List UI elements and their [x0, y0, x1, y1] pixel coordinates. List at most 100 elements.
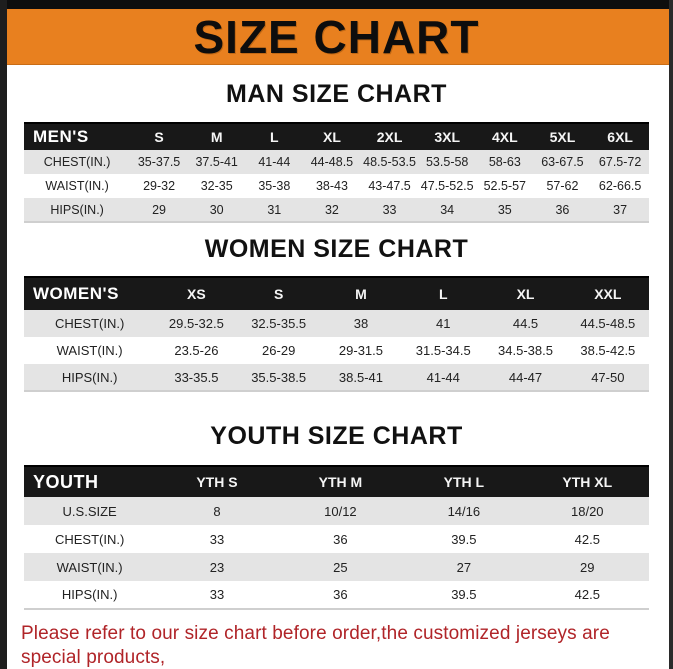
size-column-header: M	[210, 129, 223, 145]
size-value-cell: 33	[382, 202, 397, 217]
size-column-header: 5XL	[549, 129, 576, 145]
size-value-cell: 41-44	[258, 155, 291, 169]
size-value-cell: 53.5-58	[425, 155, 469, 169]
content-area: MAN SIZE CHART MEN'S S M L XL 2XL 3XL 4XL 5XL 6XL…	[0, 80, 673, 610]
measurement-row: U.S.SIZE 8 10/12 14/16 18/20	[24, 497, 649, 525]
youth-size-table: YOUTH YTH S YTH M YTH L YTH XL U.S.SIZE 8 10/12…	[24, 465, 649, 610]
size-value-cell: 44-47	[508, 369, 543, 385]
size-value-cell: 31.5-34.5	[415, 343, 471, 358]
man-size-chart-heading: MAN SIZE CHART	[226, 80, 447, 108]
size-value-cell: 47-50	[591, 369, 625, 385]
size-value-cell: 37	[613, 202, 628, 217]
measurement-row: HIPS(IN.) 33 36 39.5 42.5	[24, 581, 649, 609]
measurement-row-label: WAIST(IN.)	[45, 179, 109, 193]
size-value-cell: 36	[555, 202, 570, 217]
size-column-header: 3XL	[434, 129, 461, 145]
size-value-cell: 44.5-48.5	[580, 316, 636, 331]
size-value-cell: 44-48.5	[310, 155, 354, 169]
size-column-header: S	[154, 129, 164, 145]
measurement-row-label: CHEST(IN.)	[54, 531, 125, 547]
right-edge-border	[669, 0, 673, 669]
size-value-cell: 58-63	[488, 155, 521, 169]
size-value-cell: 52.5-57	[483, 179, 527, 193]
size-value-cell: 35	[497, 202, 512, 217]
size-column-header: XL	[516, 286, 535, 302]
size-header-row: MEN'S S M L XL 2XL 3XL 4XL 5XL 6XL	[24, 123, 649, 150]
size-value-cell: 38.5-42.5	[580, 343, 636, 358]
size-value-cell: 8	[213, 503, 221, 519]
size-value-cell: 38	[353, 316, 369, 331]
measurement-row-label: HIPS(IN.)	[61, 587, 118, 602]
measurement-row: WAIST(IN.) 23.5-26 26-29 29-31.5 31.5-34.5 34…	[24, 337, 649, 364]
size-column-header: XL	[322, 129, 341, 145]
size-header-row: WOMEN'S XS S M L XL XXL	[24, 277, 649, 310]
size-value-cell: 57-62	[546, 179, 579, 193]
size-value-cell: 26-29	[262, 343, 296, 358]
size-value-cell: 47.5-52.5	[420, 179, 474, 193]
size-column-header: YTH XL	[562, 474, 613, 490]
size-value-cell: 33	[209, 531, 225, 547]
size-value-cell: 35.5-38.5	[251, 369, 307, 385]
size-value-cell: 35-38	[258, 179, 291, 193]
table-corner-label: MEN'S	[33, 127, 89, 146]
size-value-cell: 29	[152, 202, 167, 217]
size-value-cell: 39.5	[451, 587, 477, 602]
size-value-cell: 23	[209, 559, 225, 575]
measurement-row: HIPS(IN.) 33-35.5 35.5-38.5 38.5-41 41-44 44-…	[24, 364, 649, 391]
size-value-cell: 33-35.5	[174, 369, 219, 385]
size-value-cell: 42.5	[574, 587, 600, 602]
measurement-row: HIPS(IN.) 29 30 31 32 33 34 35 36 37	[24, 198, 649, 222]
size-value-cell: 27	[456, 559, 472, 575]
size-value-cell: 10/12	[324, 503, 357, 519]
measurement-row: WAIST(IN.) 29-32 32-35 35-38 38-43 43-47.5 47.…	[24, 174, 649, 198]
size-column-header: L	[438, 286, 448, 302]
size-value-cell: 42.5	[574, 531, 600, 547]
size-column-header: L	[270, 129, 279, 145]
measurement-row: CHEST(IN.) 35-37.5 37.5-41 41-44 44-48.5 48.5…	[24, 150, 649, 174]
disclaimer-line-1: Please refer to our size chart before or…	[21, 623, 610, 669]
size-value-cell: 30	[209, 202, 224, 217]
size-value-cell: 37.5-41	[195, 155, 238, 169]
size-value-cell: 29-32	[143, 179, 176, 193]
table-corner-label: WOMEN'S	[33, 284, 119, 303]
size-column-header: YTH S	[196, 474, 238, 490]
youth-size-chart-heading: YOUTH SIZE CHART	[210, 422, 463, 450]
measurement-row: CHEST(IN.) 33 36 39.5 42.5	[24, 525, 649, 553]
size-value-cell: 44.5	[512, 316, 539, 331]
man-size-table: MEN'S S M L XL 2XL 3XL 4XL 5XL 6XL CHEST(IN.) 35-37…	[24, 122, 649, 223]
size-column-header: XXL	[594, 286, 622, 302]
size-value-cell: 32	[324, 202, 339, 217]
women-size-table: WOMEN'S XS S M L XL XXL CHEST(IN.) 29.5-32.5 32.5…	[24, 276, 649, 392]
size-value-cell: 63-67.5	[541, 155, 584, 169]
size-value-cell: 36	[333, 531, 348, 547]
page-title: SIZE CHART	[193, 10, 480, 63]
size-value-cell: 38.5-41	[338, 369, 383, 385]
size-value-cell: 18/20	[571, 503, 604, 519]
size-value-cell: 29.5-32.5	[168, 316, 224, 331]
measurement-row-label: CHEST(IN.)	[54, 316, 125, 331]
size-column-header: 6XL	[607, 129, 633, 145]
size-value-cell: 39.5	[451, 531, 477, 547]
size-value-cell: 29-31.5	[338, 343, 383, 358]
size-column-header: YTH M	[318, 474, 363, 490]
measurement-row-label: U.S.SIZE	[62, 503, 117, 519]
size-header-row: YOUTH YTH S YTH M YTH L YTH XL	[24, 466, 649, 497]
measurement-row-label: CHEST(IN.)	[43, 155, 111, 169]
size-column-header: YTH L	[443, 474, 485, 490]
left-edge-border	[0, 0, 7, 669]
size-value-cell: 25	[333, 559, 348, 575]
size-value-cell: 41-44	[426, 369, 460, 385]
measurement-row-label: HIPS(IN.)	[50, 202, 104, 217]
size-value-cell: 48.5-53.5	[363, 155, 416, 169]
measurement-row: CHEST(IN.) 29.5-32.5 32.5-35.5 38 41 44.5 44.5…	[24, 310, 649, 337]
size-value-cell: 23.5-26	[174, 343, 219, 358]
measurement-row: WAIST(IN.) 23 25 27 29	[24, 553, 649, 581]
table-corner-label: YOUTH	[33, 471, 99, 492]
size-column-header: 2XL	[376, 129, 403, 145]
size-value-cell: 34.5-38.5	[498, 343, 553, 358]
size-value-cell: 41	[436, 316, 451, 331]
size-value-cell: 14/16	[447, 503, 481, 519]
size-value-cell: 67.5-72	[598, 155, 642, 169]
size-column-header: S	[274, 286, 284, 302]
